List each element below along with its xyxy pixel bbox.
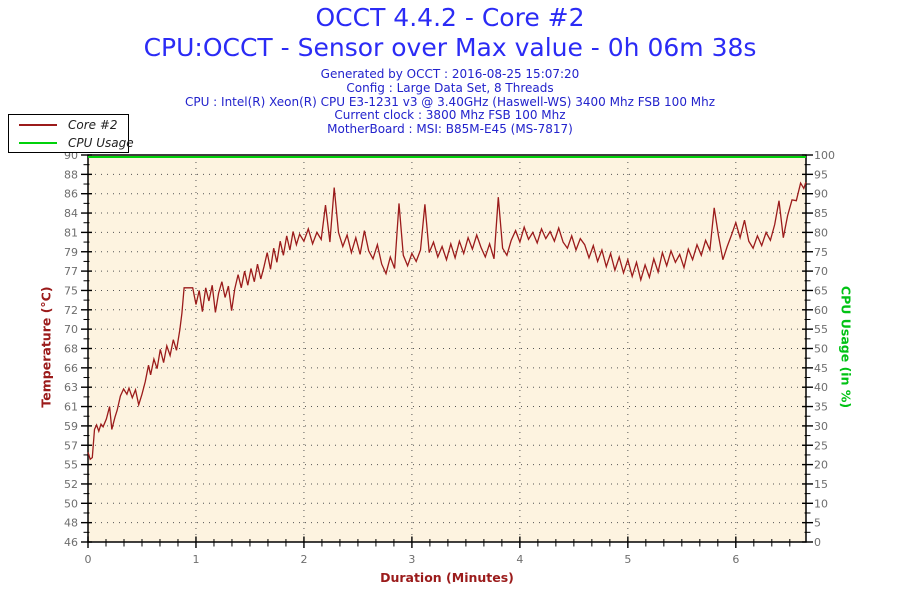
svg-text:2: 2 xyxy=(300,553,307,566)
info-line-motherboard: MotherBoard : MSI: B85M-E45 (MS-7817) xyxy=(327,122,573,137)
svg-text:61: 61 xyxy=(64,401,78,414)
svg-text:70: 70 xyxy=(814,265,828,278)
legend-label-cpu-usage: CPU Usage xyxy=(68,135,134,150)
cpu-usage-line-swatch xyxy=(19,141,57,144)
svg-text:5: 5 xyxy=(814,517,821,530)
svg-text:50: 50 xyxy=(64,497,78,510)
info-line-clock: Current clock : 3800 Mhz FSB 100 Mhz xyxy=(334,108,566,123)
core2-line-swatch xyxy=(19,123,57,126)
svg-text:50: 50 xyxy=(814,343,828,356)
system-info-block: Generated by OCCT : 2016-08-25 15:07:20 … xyxy=(0,67,900,137)
svg-text:77: 77 xyxy=(64,265,78,278)
svg-text:81: 81 xyxy=(64,226,78,239)
y-axis-label-temperature: Temperature (°C) xyxy=(38,286,54,408)
svg-text:72: 72 xyxy=(64,304,78,317)
svg-text:48: 48 xyxy=(64,517,78,530)
svg-text:65: 65 xyxy=(814,284,828,297)
svg-text:80: 80 xyxy=(814,226,828,239)
svg-text:6: 6 xyxy=(732,553,739,566)
svg-text:35: 35 xyxy=(814,401,828,414)
svg-text:0: 0 xyxy=(814,536,821,549)
svg-text:66: 66 xyxy=(64,362,78,375)
svg-text:90: 90 xyxy=(814,188,828,201)
svg-text:46: 46 xyxy=(64,536,78,549)
svg-text:57: 57 xyxy=(64,439,78,452)
svg-text:79: 79 xyxy=(64,246,78,259)
y-axis-label-cpu-usage: CPU Usage (in %) xyxy=(838,285,854,409)
legend-item-core2: Core #2 xyxy=(9,118,128,132)
svg-text:75: 75 xyxy=(64,284,78,297)
svg-text:5: 5 xyxy=(624,553,631,566)
info-line-generated: Generated by OCCT : 2016-08-25 15:07:20 xyxy=(320,67,580,81)
svg-text:60: 60 xyxy=(814,304,828,317)
info-line-config: Config : Large Data Set, 8 Threads xyxy=(346,80,554,95)
core2-temperature-line xyxy=(87,181,807,461)
svg-text:95: 95 xyxy=(814,168,828,181)
chart-legend: Core #2 CPU Usage xyxy=(8,114,134,153)
page-subtitle: CPU:OCCT - Sensor over Max value - 0h 06… xyxy=(143,33,757,62)
svg-text:25: 25 xyxy=(814,439,828,452)
svg-text:85: 85 xyxy=(814,207,828,220)
svg-text:86: 86 xyxy=(64,188,78,201)
svg-text:84: 84 xyxy=(64,207,78,220)
svg-text:3: 3 xyxy=(408,553,415,566)
svg-text:1: 1 xyxy=(192,553,199,566)
svg-text:20: 20 xyxy=(814,459,828,472)
svg-text:100: 100 xyxy=(814,149,835,162)
svg-text:4: 4 xyxy=(516,553,523,566)
svg-text:0: 0 xyxy=(85,553,92,566)
info-line-cpu: CPU : Intel(R) Xeon(R) CPU E3-1231 v3 @ … xyxy=(184,94,716,109)
svg-text:52: 52 xyxy=(64,478,78,491)
svg-text:15: 15 xyxy=(814,478,828,491)
svg-text:55: 55 xyxy=(64,459,78,472)
svg-text:55: 55 xyxy=(814,323,828,336)
svg-text:88: 88 xyxy=(64,168,78,181)
svg-text:70: 70 xyxy=(64,323,78,336)
svg-text:68: 68 xyxy=(64,343,78,356)
svg-text:63: 63 xyxy=(64,381,78,394)
svg-text:45: 45 xyxy=(814,362,828,375)
svg-text:75: 75 xyxy=(814,246,828,259)
legend-label-core2: Core #2 xyxy=(68,117,118,132)
svg-text:30: 30 xyxy=(814,420,828,433)
x-axis-label-duration: Duration (Minutes) xyxy=(380,570,514,585)
svg-text:40: 40 xyxy=(814,381,828,394)
legend-item-cpu-usage: CPU Usage xyxy=(9,136,134,150)
svg-text:59: 59 xyxy=(64,420,78,433)
page-title: OCCT 4.4.2 - Core #2 xyxy=(315,3,585,32)
svg-text:10: 10 xyxy=(814,497,828,510)
